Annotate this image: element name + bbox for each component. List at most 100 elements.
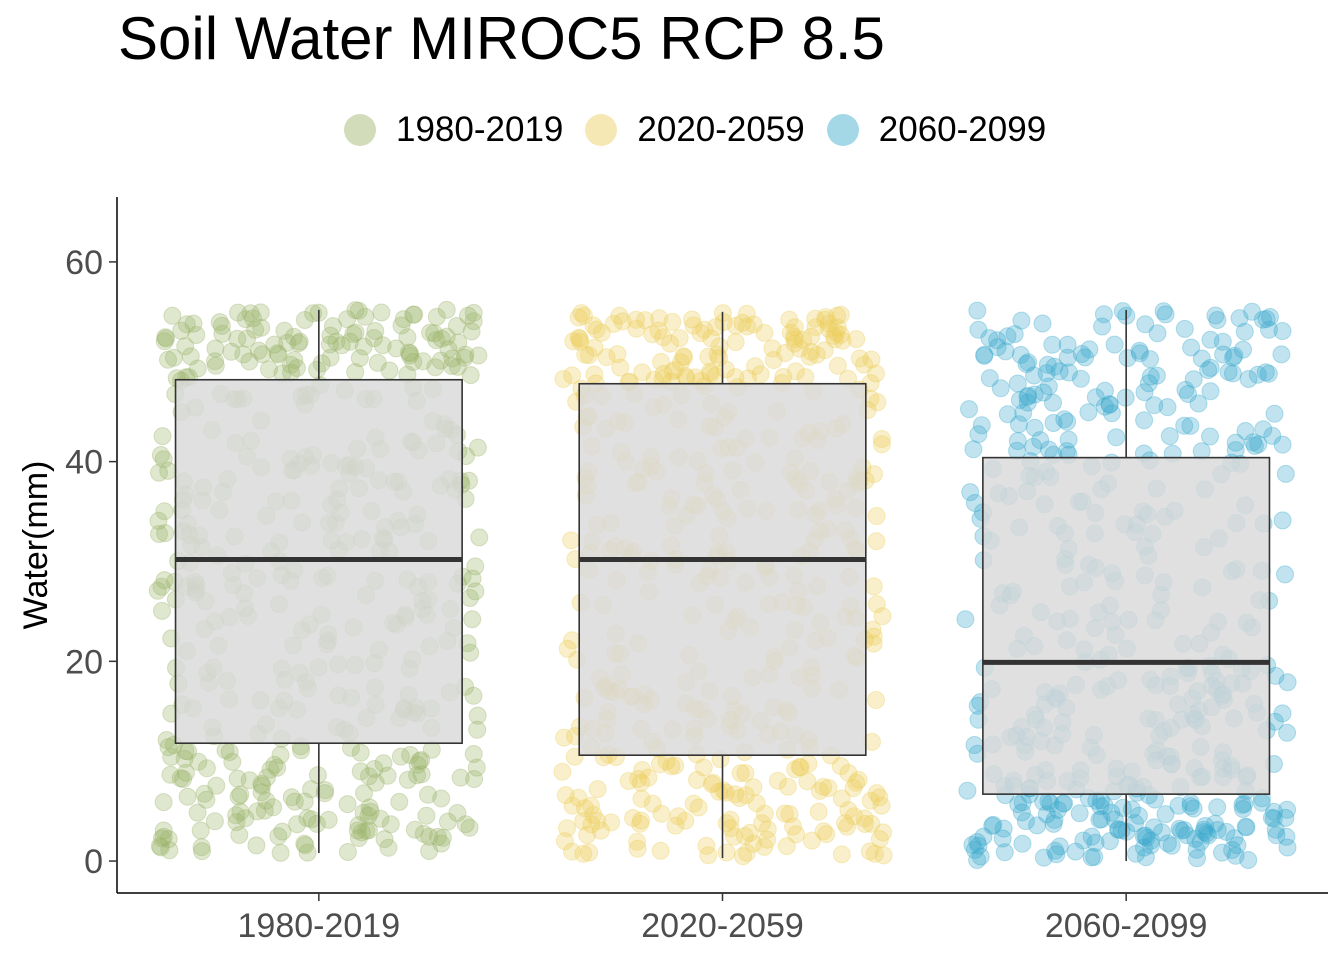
data-point-3 (1135, 411, 1154, 430)
data-point-1 (223, 752, 242, 771)
data-point-1 (327, 332, 346, 351)
data-point-2 (868, 393, 887, 412)
data-point-1 (285, 792, 304, 811)
data-point-1 (246, 320, 265, 339)
data-point-1 (381, 815, 400, 834)
data-point-2 (602, 813, 621, 832)
data-point-1 (467, 758, 486, 777)
data-point-3 (1260, 320, 1278, 339)
data-point-1 (152, 829, 171, 848)
data-point-3 (1249, 435, 1268, 454)
data-point-3 (1085, 847, 1104, 866)
data-point-3 (1044, 814, 1063, 833)
data-point-3 (1049, 800, 1067, 819)
data-point-3 (1263, 426, 1282, 445)
data-point-2 (790, 339, 809, 358)
data-point-2 (778, 777, 797, 796)
data-point-2 (780, 310, 799, 329)
data-point-1 (338, 310, 357, 329)
data-point-2 (764, 351, 783, 369)
data-point-3 (1160, 427, 1179, 446)
data-point-3 (1208, 311, 1227, 329)
data-point-3 (998, 327, 1017, 346)
data-point-3 (1278, 673, 1297, 692)
data-point-1 (163, 306, 182, 325)
data-point-1 (346, 301, 365, 320)
data-point-1 (373, 336, 392, 355)
data-point-3 (1175, 416, 1194, 435)
data-point-2 (819, 320, 838, 338)
data-point-3 (1179, 385, 1197, 403)
data-point-2 (744, 315, 763, 334)
data-point-3 (1034, 848, 1053, 867)
data-point-3 (988, 331, 1007, 350)
data-point-2 (627, 319, 646, 338)
data-point-1 (155, 332, 174, 351)
data-point-2 (819, 779, 838, 797)
data-point-1 (371, 809, 390, 828)
data-point-2 (701, 364, 720, 383)
data-point-1 (154, 450, 173, 469)
data-point-3 (1037, 364, 1056, 383)
data-point-1 (320, 335, 339, 354)
data-point-3 (1100, 395, 1119, 414)
data-point-3 (1233, 795, 1252, 814)
data-point-3 (1045, 357, 1064, 376)
legend-key-3 (826, 114, 859, 146)
data-point-1 (261, 760, 280, 779)
data-point-3 (1102, 404, 1121, 423)
data-point-3 (1273, 704, 1292, 723)
data-point-3 (996, 342, 1015, 361)
data-point-2 (699, 347, 718, 366)
data-point-1 (240, 771, 259, 790)
data-point-2 (628, 832, 647, 851)
data-point-3 (1024, 437, 1043, 456)
data-point-2 (781, 323, 800, 342)
data-point-1 (197, 759, 216, 778)
data-point-2 (699, 846, 718, 865)
data-point-1 (156, 524, 175, 543)
data-point-1 (174, 770, 193, 788)
data-point-1 (451, 768, 470, 787)
data-point-2 (663, 312, 682, 331)
data-point-2 (758, 820, 777, 839)
data-point-3 (1235, 794, 1254, 813)
data-point-3 (1177, 826, 1196, 845)
data-point-1 (288, 815, 307, 834)
data-point-1 (461, 366, 480, 385)
data-point-1 (157, 329, 175, 348)
data-point-3 (1118, 349, 1137, 367)
data-point-1 (459, 306, 477, 325)
data-point-1 (461, 643, 480, 662)
data-point-1 (295, 792, 314, 811)
data-point-1 (324, 317, 342, 336)
data-point-2 (731, 764, 750, 783)
data-point-3 (1223, 364, 1242, 383)
data-point-1 (427, 307, 446, 326)
x-tick-label: 2020-2059 (641, 907, 804, 945)
data-point-1 (195, 784, 214, 803)
data-point-3 (1186, 829, 1205, 848)
data-point-1 (285, 351, 304, 369)
data-point-1 (468, 706, 487, 725)
data-point-3 (1158, 834, 1177, 853)
data-point-3 (972, 416, 991, 435)
data-point-2 (785, 327, 804, 346)
data-point-2 (662, 757, 681, 776)
data-point-2 (872, 796, 891, 815)
data-point-1 (348, 821, 367, 840)
data-point-2 (569, 788, 588, 807)
data-point-3 (1223, 841, 1242, 859)
data-point-2 (735, 827, 754, 845)
data-point-1 (359, 806, 378, 825)
data-point-2 (831, 757, 850, 776)
data-point-2 (576, 345, 595, 364)
data-point-2 (755, 804, 774, 823)
data-point-3 (1093, 317, 1112, 336)
data-point-1 (153, 601, 171, 620)
data-point-2 (570, 329, 589, 348)
data-point-2 (558, 819, 576, 838)
data-point-2 (870, 830, 889, 849)
data-point-2 (717, 843, 736, 862)
data-point-1 (284, 327, 303, 346)
